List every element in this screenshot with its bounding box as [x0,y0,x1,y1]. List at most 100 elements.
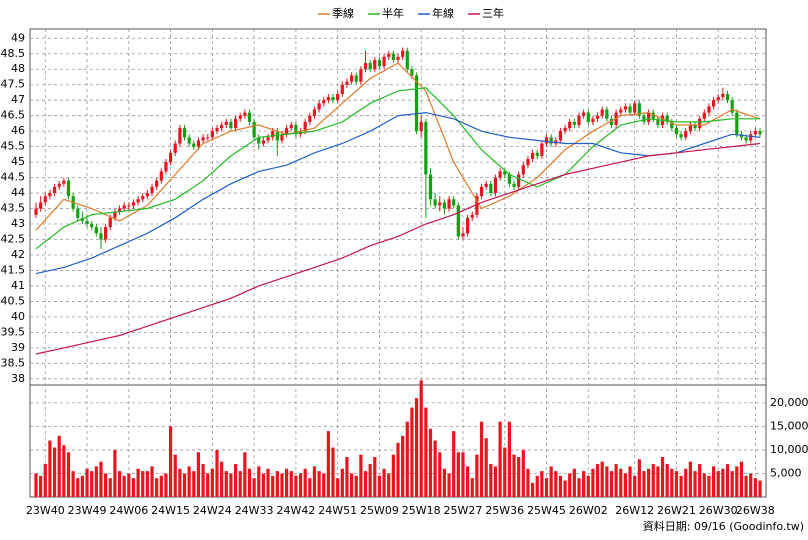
x-tick-label: 25W18 [402,504,441,517]
candle-body [707,106,711,113]
candle-body [326,97,330,101]
volume-bar [410,407,414,497]
candle-body [206,137,210,139]
candle-body [428,174,433,200]
volume-bar [294,475,298,497]
volume-bar [521,449,525,497]
volume-bar [289,471,293,497]
candle-body [113,211,117,218]
x-tick-label: 23W49 [68,504,107,517]
volume-bar [108,478,112,497]
volume-bar [428,428,433,497]
volume-bar [698,464,702,497]
footer: 資料日期: 09/16 (Goodinfo.tw) [643,519,804,533]
candle-body [558,131,563,141]
volume-bar [447,473,451,497]
candle-body [470,214,474,218]
candle-body [665,115,669,122]
candle-body [461,233,465,237]
volume-bar [572,468,576,497]
candle-body [619,109,623,113]
candle-body [656,118,660,125]
candle-body [753,131,757,135]
candle-body [452,199,456,206]
volume-bar [651,464,655,497]
volume-bar [721,468,725,497]
volume-bar [298,473,303,497]
candle-body [187,137,191,144]
candle-body [475,196,479,215]
ma-line [35,111,761,275]
candle-body [507,174,511,184]
y-tick-label: 47.5 [1,78,26,91]
y-tick-label: 44.5 [1,171,26,184]
volume-bar [419,380,423,497]
candle-body [104,227,108,240]
volume-bar [456,452,460,497]
candle-body [503,171,507,175]
candle-body [466,217,470,234]
candle-body [252,121,256,138]
volume-bar [656,466,660,497]
candle-body [108,217,112,228]
candle-body [670,121,674,129]
y-tick-label: 46.5 [1,109,26,122]
candle-body [34,208,38,215]
volume-tick-label: 5,000 [770,466,802,479]
volume-bar [600,461,604,497]
volume-bar [312,466,317,497]
candle-body [90,224,94,228]
x-tick-label: 25W45 [527,504,566,517]
candle-body [94,227,98,234]
plot-frame [29,28,767,498]
volume-bar [753,478,757,497]
candle-body [62,180,66,184]
x-tick-label: 24W24 [193,504,232,517]
volume-bar [131,478,136,497]
y-tick-label: 43 [11,217,25,230]
candle-body [52,186,57,194]
candle-body [698,118,702,129]
candle-body [716,97,720,101]
candle-body [257,137,261,144]
candle-body [76,208,80,218]
candle-body [609,118,614,125]
volume-bar [127,473,131,497]
volume-bar [744,475,748,497]
candle-body [127,205,131,207]
candle-body [637,103,641,116]
candle-body [182,128,187,138]
candle-body [391,53,395,60]
volume-bar [187,466,191,497]
volume-bar [526,468,530,497]
volume-bar [192,471,196,497]
candle-body [345,81,349,85]
candle-body [730,100,734,113]
volume-bar [150,466,154,497]
volume-bar [99,461,103,497]
volume-bar [679,475,683,497]
candle-body [382,56,386,67]
candle-body [721,94,725,98]
candle-body [535,152,539,156]
volume-bar [396,442,400,497]
candle-body [424,121,428,175]
volume-bar [702,473,706,497]
candle-body [368,63,372,70]
candle-body [141,196,145,200]
candle-body [373,59,377,70]
volume-bar [271,475,275,497]
y-tick-label: 39.5 [1,325,26,338]
candle-body [521,165,525,175]
volume-bar [554,471,558,497]
candle-body [294,124,298,135]
volume-bar [382,468,386,497]
candle-body [363,63,368,70]
candle-body [387,53,391,57]
candle-body [530,152,535,160]
x-tick-label: 26W30 [699,504,738,517]
volume-bar [619,468,623,497]
volume-bar [308,478,312,497]
volume-bar [609,471,614,497]
